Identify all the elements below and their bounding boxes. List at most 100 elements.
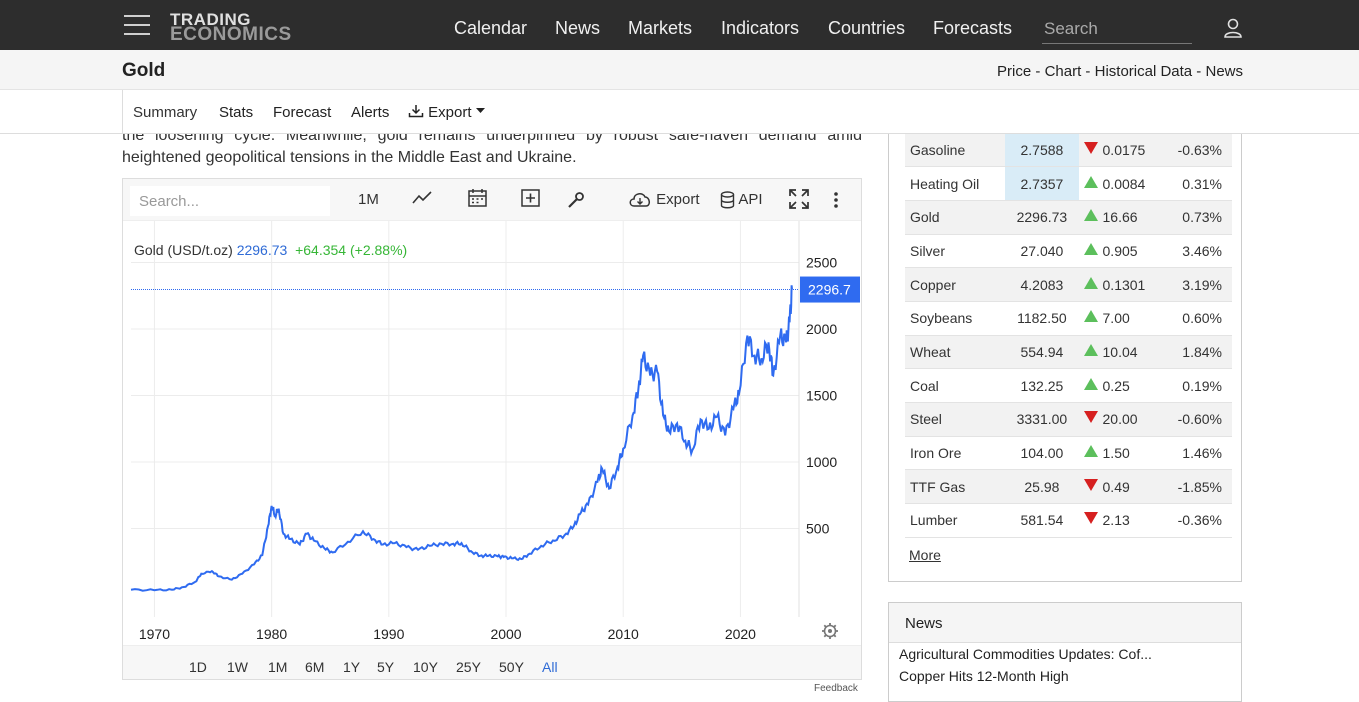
commodity-change-value: 2.13 xyxy=(1102,512,1130,529)
commodity-row[interactable]: Heating Oil 2.7357 0.0084 0.31% xyxy=(905,166,1232,201)
range-6m[interactable]: 6M xyxy=(305,659,325,675)
commodity-row[interactable]: TTF Gas 25.98 0.49 -1.85% xyxy=(905,469,1232,505)
more-link[interactable]: More xyxy=(909,547,941,563)
arrow-up-icon xyxy=(1083,242,1098,255)
fullscreen-icon[interactable] xyxy=(789,189,809,209)
caret-down-icon xyxy=(475,108,485,113)
api-label: API xyxy=(738,191,763,208)
commodity-name[interactable]: Coal xyxy=(905,368,1006,403)
commodity-change-value: 20.00 xyxy=(1102,411,1138,428)
commodity-name[interactable]: Silver xyxy=(905,234,1006,269)
logo-line2: ECONOMICS xyxy=(170,24,292,45)
calendar-icon[interactable] xyxy=(468,188,487,207)
nav-countries[interactable]: Countries xyxy=(828,18,906,38)
api-button[interactable]: API xyxy=(720,191,763,209)
line-chart-icon[interactable] xyxy=(412,189,432,207)
commodity-percent: 0.60% xyxy=(1166,301,1232,336)
chart-export-button[interactable]: Export xyxy=(628,191,700,209)
link-separator: - xyxy=(1081,63,1095,80)
logo[interactable]: TRADING ECONOMICS xyxy=(170,11,292,45)
range-1y[interactable]: 1Y xyxy=(343,659,361,675)
commodity-change-value: 7.00 xyxy=(1102,310,1130,327)
commodity-name[interactable]: Gasoline xyxy=(905,133,1006,168)
arrow-up-icon xyxy=(1083,343,1098,356)
link-separator: - xyxy=(1192,63,1206,80)
nav-news[interactable]: News xyxy=(555,18,601,38)
user-icon[interactable] xyxy=(1222,17,1244,39)
nav-markets[interactable]: Markets xyxy=(628,18,693,38)
commodity-change-value: 0.0084 xyxy=(1102,175,1146,192)
commodity-name[interactable]: Gold xyxy=(905,200,1006,235)
nav-indicators[interactable]: Indicators xyxy=(721,18,800,38)
nav-calendar[interactable]: Calendar xyxy=(454,18,528,38)
download-icon xyxy=(408,105,424,118)
commodity-name[interactable]: Steel xyxy=(905,402,1006,437)
compare-add-icon[interactable] xyxy=(521,189,540,207)
range-50y[interactable]: 50Y xyxy=(499,659,524,675)
commodity-row[interactable]: Soybeans 1182.50 7.00 0.60% xyxy=(905,301,1232,336)
database-icon xyxy=(720,191,735,209)
commodity-name[interactable]: Lumber xyxy=(905,503,1006,538)
commodity-change: 0.905 xyxy=(1078,234,1167,269)
range-5y[interactable]: 5Y xyxy=(377,659,395,675)
tab-stats[interactable]: Stats xyxy=(219,104,254,121)
more-options-icon[interactable] xyxy=(834,191,838,209)
tab-summary[interactable]: Summary xyxy=(133,104,198,121)
commodity-row[interactable]: Gasoline 2.7588 0.0175 -0.63% xyxy=(905,133,1232,168)
range-all[interactable]: All xyxy=(542,659,558,675)
arrow-down-icon xyxy=(1083,141,1098,154)
commodity-name[interactable]: Wheat xyxy=(905,335,1006,370)
arrow-up-icon xyxy=(1083,276,1098,289)
commodity-row[interactable]: Silver 27.040 0.905 3.46% xyxy=(905,234,1232,269)
news-item[interactable]: Agricultural Commodities Updates: Cof... xyxy=(899,646,1152,662)
commodity-change-value: 0.0175 xyxy=(1102,141,1146,158)
link-news[interactable]: News xyxy=(1205,63,1243,80)
range-1w[interactable]: 1W xyxy=(227,659,248,675)
range-10y[interactable]: 10Y xyxy=(413,659,438,675)
link-chart[interactable]: Chart xyxy=(1044,63,1082,80)
indicators-tool-icon[interactable] xyxy=(566,190,586,210)
commodity-name[interactable]: Iron Ore xyxy=(905,436,1006,471)
news-item[interactable]: Copper Hits 12-Month High xyxy=(899,668,1069,684)
tab-export[interactable]: Export xyxy=(408,104,485,121)
link-historical-data[interactable]: Historical Data xyxy=(1094,63,1193,80)
range-25y[interactable]: 25Y xyxy=(456,659,481,675)
tab-alerts[interactable]: Alerts xyxy=(351,104,390,121)
commodity-name[interactable]: Copper xyxy=(905,267,1006,302)
commodity-change: 2.13 xyxy=(1078,503,1167,538)
commodity-row[interactable]: Wheat 554.94 10.04 1.84% xyxy=(905,335,1232,370)
chart-search-input[interactable] xyxy=(130,186,330,216)
commodity-name[interactable]: Heating Oil xyxy=(905,166,1006,201)
tab-forecast[interactable]: Forecast xyxy=(273,104,332,121)
commodity-change: 0.0175 xyxy=(1078,133,1167,168)
price-chart[interactable]: 500 1000 1500 2000 2500 1970 1980 1990 2000 2010 2… xyxy=(123,221,861,645)
x-tick-label: 1970 xyxy=(139,626,170,642)
commodity-price: 3331.00 xyxy=(1005,402,1079,437)
link-price[interactable]: Price xyxy=(997,63,1032,80)
commodity-price: 4.2083 xyxy=(1005,267,1079,302)
menu-icon[interactable] xyxy=(124,15,150,35)
commodity-row[interactable]: Coal 132.25 0.25 0.19% xyxy=(905,368,1232,403)
search-input[interactable] xyxy=(1042,14,1192,44)
settings-gear-icon[interactable] xyxy=(822,623,838,639)
commodity-row[interactable]: Copper 4.2083 0.1301 3.19% xyxy=(905,267,1232,302)
commodity-name[interactable]: TTF Gas xyxy=(905,469,1006,505)
commodity-change: 0.0084 xyxy=(1078,166,1167,201)
commodity-row[interactable]: Lumber 581.54 2.13 -0.36% xyxy=(905,503,1232,538)
nav-forecasts[interactable]: Forecasts xyxy=(933,18,1013,38)
commodity-price: 104.00 xyxy=(1005,436,1079,471)
commodity-change-value: 0.1301 xyxy=(1102,276,1146,293)
chart-export-label: Export xyxy=(656,191,700,208)
commodity-change: 16.66 xyxy=(1078,200,1167,235)
range-1d[interactable]: 1D xyxy=(189,659,207,675)
intro-line-2: heightened geopolitical tensions in the … xyxy=(122,149,577,166)
commodity-name[interactable]: Soybeans xyxy=(905,301,1006,336)
range-1m[interactable]: 1M xyxy=(268,659,288,675)
subheader: Gold Price - Chart - Historical Data - N… xyxy=(0,50,1359,90)
commodity-row[interactable]: Iron Ore 104.00 1.50 1.46% xyxy=(905,436,1232,471)
commodity-row[interactable]: Gold 2296.73 16.66 0.73% xyxy=(905,200,1232,235)
commodities-table: Gasoline 2.7588 0.0175 -0.63% Heating Oil 2.7… xyxy=(905,133,1232,538)
period-selector[interactable]: 1M xyxy=(358,191,379,208)
commodity-percent: 0.73% xyxy=(1166,200,1232,235)
commodity-row[interactable]: Steel 3331.00 20.00 -0.60% xyxy=(905,402,1232,437)
